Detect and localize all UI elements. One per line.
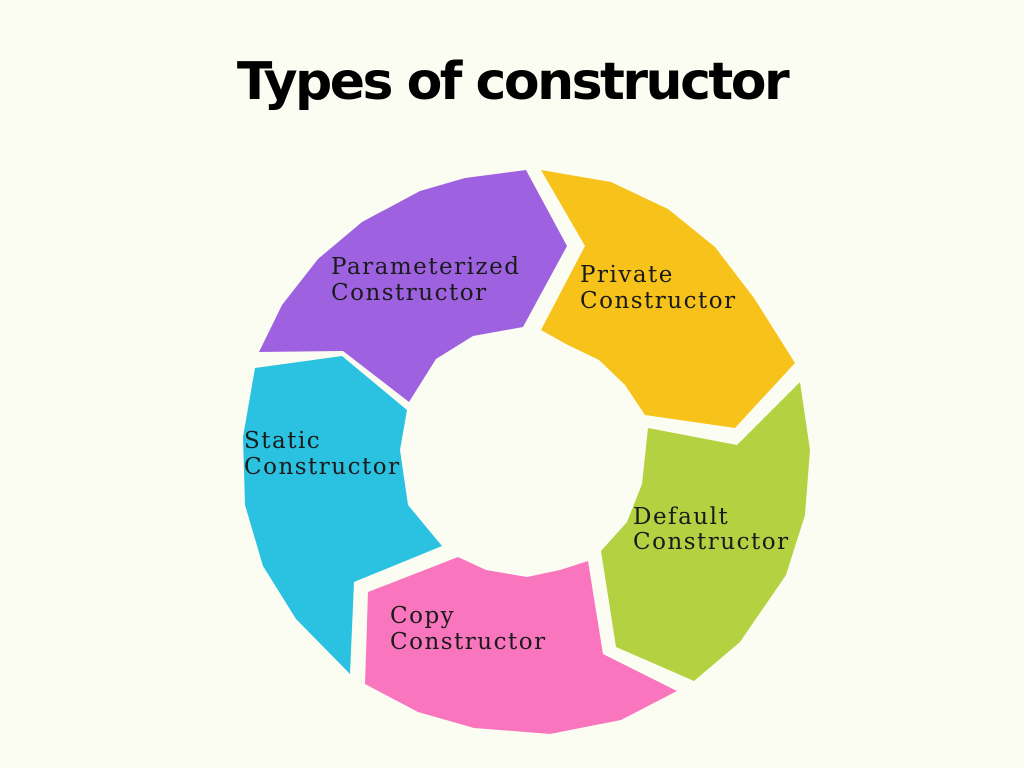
segment-label-private: Private Constructor [580, 262, 737, 314]
segment-default [601, 382, 810, 681]
segment-static [243, 356, 442, 674]
segment-label-static: Static Constructor [244, 428, 401, 480]
segment-label-copy: Copy Constructor [390, 603, 547, 655]
page-title: Types of constructor [236, 52, 790, 112]
segment-private [541, 170, 795, 428]
segment-label-parameterized: Parameterized Constructor [331, 254, 529, 306]
segment-label-default: Default Constructor [633, 504, 790, 555]
segment-copy [365, 557, 677, 734]
segment-parameterized [259, 170, 567, 402]
